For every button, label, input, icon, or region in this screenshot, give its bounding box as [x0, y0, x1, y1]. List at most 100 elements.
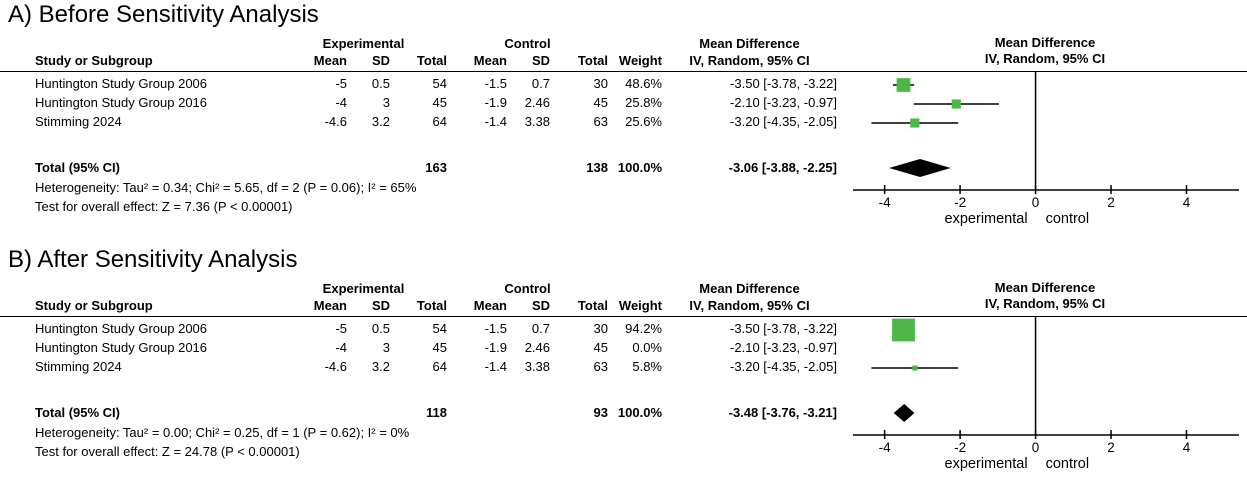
ctl-sd: 2.46: [524, 340, 550, 355]
study-row: Huntington Study Group 2006 -5 0.5 54 -1…: [35, 319, 845, 338]
study-row: Huntington Study Group 2016 -4 3 45 -1.9…: [35, 93, 845, 112]
ctl-sd: 0.7: [531, 321, 550, 336]
study-row: Stimming 2024 -4.6 3.2 64 -1.4 3.38 63 2…: [35, 112, 845, 131]
exp-total: 64: [432, 359, 447, 374]
heterogeneity-note: Heterogeneity: Tau² = 0.00; Chi² = 0.25,…: [35, 425, 410, 440]
ci-text: -2.10 [-3.23, -0.97]: [730, 95, 837, 110]
ctl-mean: -1.5: [484, 321, 507, 336]
study-name: Huntington Study Group 2016: [35, 340, 208, 355]
header-divider: [0, 316, 1247, 317]
spacer: [608, 281, 662, 297]
col-header-ctl-sd: SD: [531, 53, 550, 68]
svg-text:-4: -4: [879, 440, 891, 455]
ci-text: -3.20 [-4.35, -2.05]: [730, 359, 837, 374]
svg-text:-2: -2: [954, 440, 966, 455]
group-header-control: Control: [504, 36, 551, 51]
col-header-weight: Weight: [618, 298, 662, 313]
ctl-sd: 3.38: [524, 114, 550, 129]
total-ci-text: -3.48 [-3.76, -3.21]: [728, 405, 837, 420]
svg-text:4: 4: [1183, 195, 1191, 210]
ctl-total: 63: [593, 114, 608, 129]
plot-header-line2: IV, Random, 95% CI: [984, 51, 1106, 66]
ctl-total: 45: [593, 340, 608, 355]
plot-header: Mean Difference IV, Random, 95% CI: [845, 35, 1245, 67]
exp-sd: 3: [382, 340, 390, 355]
exp-sd: 3.2: [371, 359, 390, 374]
study-name: Stimming 2024: [35, 359, 122, 374]
study-row: Huntington Study Group 2006 -5 0.5 54 -1…: [35, 74, 845, 93]
svg-text:2: 2: [1107, 195, 1115, 210]
ctl-total: 45: [593, 95, 608, 110]
study-row: Stimming 2024 -4.6 3.2 64 -1.4 3.38 63 5…: [35, 357, 845, 376]
col-header-ctl-mean: Mean: [473, 298, 507, 313]
col-header-ci: IV, Random, 95% CI: [689, 53, 810, 68]
spacer: [35, 36, 280, 52]
study-name: Stimming 2024: [35, 114, 122, 129]
col-header-exp-mean: Mean: [313, 53, 347, 68]
ctl-total: 30: [593, 321, 608, 336]
plot-header-line1: Mean Difference: [994, 35, 1096, 50]
svg-text:experimental: experimental: [945, 456, 1028, 472]
total-exp-total: 118: [426, 405, 447, 420]
ci-text: -3.50 [-3.78, -3.22]: [730, 321, 837, 336]
exp-sd: 0.5: [371, 76, 390, 91]
plot-header-line2: IV, Random, 95% CI: [984, 296, 1106, 311]
exp-total: 45: [432, 95, 447, 110]
study-rows: Huntington Study Group 2006 -5 0.5 54 -1…: [35, 319, 845, 376]
forest-plot-b: -4 -2 0 2 4 experimental control: [853, 317, 1239, 472]
total-label: Total (95% CI): [35, 405, 120, 420]
col-header-study: Study or Subgroup: [35, 298, 153, 313]
table-group-header-row: Experimental Control Mean Difference: [35, 281, 845, 297]
study-name: Huntington Study Group 2006: [35, 321, 208, 336]
overall-effect-note: Test for overall effect: Z = 7.36 (P < 0…: [35, 199, 293, 214]
weight: 0.0%: [632, 340, 662, 355]
total-weight: 100.0%: [617, 160, 662, 175]
weight: 5.8%: [632, 359, 662, 374]
exp-mean: -4.6: [324, 359, 347, 374]
col-header-study: Study or Subgroup: [35, 53, 153, 68]
group-header-experimental: Experimental: [322, 281, 405, 296]
ci-text: -3.20 [-4.35, -2.05]: [730, 114, 837, 129]
exp-total: 64: [432, 114, 447, 129]
col-header-exp-sd: SD: [371, 53, 390, 68]
weight: 25.6%: [625, 114, 662, 129]
panel-after-sensitivity: B) After Sensitivity Analysis Experiment…: [0, 245, 1247, 489]
group-header-mean-difference: Mean Difference: [699, 281, 800, 296]
exp-mean: -4: [335, 340, 347, 355]
col-header-exp-total: Total: [416, 53, 447, 68]
exp-sd: 3: [382, 95, 390, 110]
exp-mean: -5: [335, 321, 347, 336]
exp-sd: 0.5: [371, 321, 390, 336]
exp-total: 54: [432, 321, 447, 336]
ctl-mean: -1.9: [484, 340, 507, 355]
table-header-row: Study or Subgroup Mean SD Total Mean SD …: [35, 297, 845, 315]
svg-text:-4: -4: [879, 195, 891, 210]
col-header-ci: IV, Random, 95% CI: [689, 298, 810, 313]
plot-header-line1: Mean Difference: [994, 280, 1096, 295]
ctl-mean: -1.4: [484, 359, 507, 374]
table-group-header-row: Experimental Control Mean Difference: [35, 36, 845, 52]
ctl-mean: -1.4: [484, 114, 507, 129]
study-rows: Huntington Study Group 2006 -5 0.5 54 -1…: [35, 74, 845, 131]
table-header-row: Study or Subgroup Mean SD Total Mean SD …: [35, 52, 845, 70]
total-label: Total (95% CI): [35, 160, 120, 175]
exp-mean: -4: [335, 95, 347, 110]
ctl-sd: 3.38: [524, 359, 550, 374]
svg-text:experimental: experimental: [945, 211, 1028, 227]
col-header-ctl-total: Total: [577, 53, 608, 68]
total-ctl-total: 138: [586, 160, 608, 175]
exp-sd: 3.2: [371, 114, 390, 129]
group-header-mean-difference: Mean Difference: [699, 36, 800, 51]
total-weight: 100.0%: [617, 405, 662, 420]
group-header-experimental: Experimental: [322, 36, 405, 51]
panel-title: A) Before Sensitivity Analysis: [8, 1, 319, 28]
col-header-ctl-mean: Mean: [473, 53, 507, 68]
col-header-weight: Weight: [618, 53, 662, 68]
exp-total: 45: [432, 340, 447, 355]
weight: 94.2%: [625, 321, 662, 336]
svg-text:4: 4: [1183, 440, 1191, 455]
ctl-mean: -1.9: [484, 95, 507, 110]
col-header-ctl-sd: SD: [531, 298, 550, 313]
svg-text:control: control: [1046, 211, 1090, 227]
total-exp-total: 163: [425, 160, 447, 175]
